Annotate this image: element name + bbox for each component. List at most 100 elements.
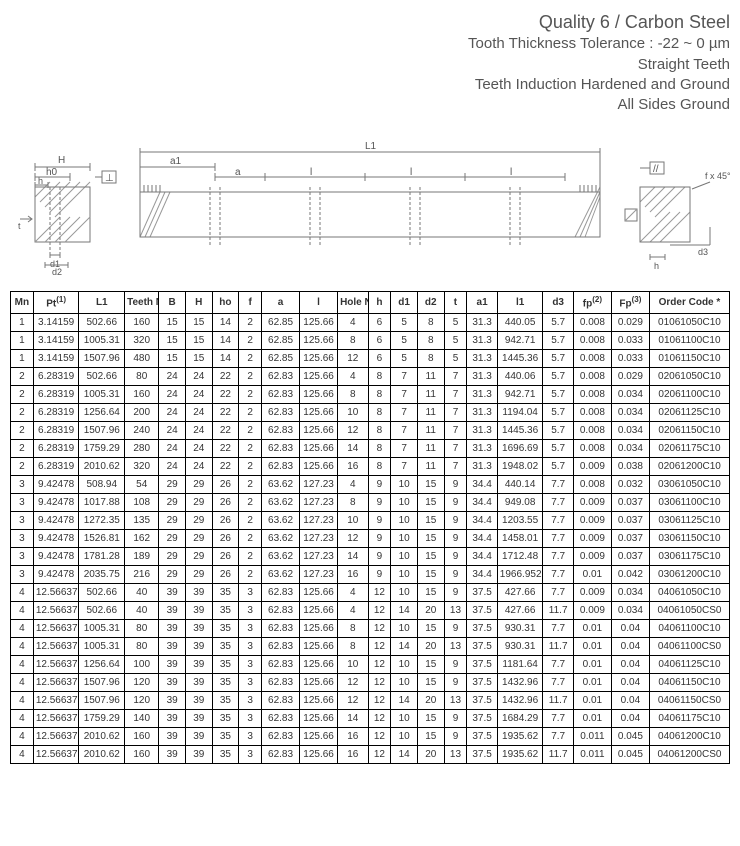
table-row: 26.28319502.6680242422262.83125.66487117… — [11, 367, 730, 385]
table-cell: 7.7 — [543, 655, 573, 673]
table-cell: 6.28319 — [33, 421, 79, 439]
header-line3: Straight Teeth — [10, 55, 730, 75]
col-header: Fp(3) — [611, 292, 649, 313]
table-row: 412.56637502.6640393935362.83125.6641210… — [11, 583, 730, 601]
table-cell: 16 — [338, 727, 368, 745]
table-cell: 3 — [11, 493, 34, 511]
table-cell: 2 — [11, 385, 34, 403]
table-cell: 5.7 — [543, 385, 573, 403]
table-cell: 24 — [185, 385, 212, 403]
table-cell: 3 — [239, 691, 262, 709]
table-cell: 3 — [239, 727, 262, 745]
table-cell: 2010.62 — [79, 727, 125, 745]
table-cell: 34.4 — [467, 511, 497, 529]
table-cell: 7 — [444, 385, 467, 403]
table-cell: 7.7 — [543, 565, 573, 583]
table-cell: 35 — [212, 709, 239, 727]
table-cell: 1 — [11, 313, 34, 331]
table-cell: 31.3 — [467, 457, 497, 475]
table-cell: 12 — [338, 691, 368, 709]
table-cell: 10 — [391, 709, 418, 727]
table-cell: 6.28319 — [33, 385, 79, 403]
table-cell: 15 — [417, 673, 444, 691]
table-cell: 62.83 — [262, 385, 300, 403]
table-cell: 9.42478 — [33, 547, 79, 565]
table-cell: 29 — [159, 511, 186, 529]
table-cell: 127.23 — [300, 511, 338, 529]
table-cell: 4 — [11, 745, 34, 763]
table-cell: 04061150C10 — [649, 673, 729, 691]
table-cell: 7 — [391, 457, 418, 475]
table-cell: 63.62 — [262, 529, 300, 547]
table-cell: 2 — [239, 475, 262, 493]
table-cell: 62.83 — [262, 655, 300, 673]
table-cell: 8 — [338, 619, 368, 637]
table-row: 26.283192010.62320242422262.83125.661687… — [11, 457, 730, 475]
table-cell: 7 — [444, 367, 467, 385]
table-cell: 0.029 — [611, 367, 649, 385]
table-cell: 3 — [239, 709, 262, 727]
table-cell: 10 — [391, 619, 418, 637]
table-cell: 29 — [185, 529, 212, 547]
table-cell: 3.14159 — [33, 331, 79, 349]
table-cell: 125.66 — [300, 691, 338, 709]
table-cell: 39 — [185, 727, 212, 745]
table-cell: 24 — [185, 367, 212, 385]
table-cell: 127.23 — [300, 565, 338, 583]
table-cell: 3 — [11, 565, 34, 583]
table-cell: 31.3 — [467, 385, 497, 403]
table-cell: 12 — [368, 673, 391, 691]
table-cell: 14 — [338, 439, 368, 457]
table-cell: 63.62 — [262, 493, 300, 511]
table-cell: 62.83 — [262, 745, 300, 763]
table-cell: 34.4 — [467, 493, 497, 511]
table-cell: 0.01 — [573, 619, 611, 637]
table-cell: 03061125C10 — [649, 511, 729, 529]
label-H: H — [58, 155, 65, 166]
table-cell: 39 — [159, 691, 186, 709]
table-cell: 127.23 — [300, 547, 338, 565]
table-cell: 0.038 — [611, 457, 649, 475]
table-cell: 125.66 — [300, 655, 338, 673]
table-cell: 0.01 — [573, 637, 611, 655]
table-cell: 10 — [391, 547, 418, 565]
header: Quality 6 / Carbon Steel Tooth Thickness… — [10, 10, 730, 115]
table-cell: 31.3 — [467, 421, 497, 439]
table-cell: 04061175C10 — [649, 709, 729, 727]
table-cell: 0.032 — [611, 475, 649, 493]
table-cell: 12 — [368, 745, 391, 763]
table-cell: 4 — [11, 727, 34, 745]
table-cell: 03061200C10 — [649, 565, 729, 583]
table-cell: 0.029 — [611, 313, 649, 331]
table-cell: 949.08 — [497, 493, 543, 511]
table-cell: 0.034 — [611, 439, 649, 457]
table-cell: 37.5 — [467, 655, 497, 673]
table-cell: 125.66 — [300, 709, 338, 727]
table-cell: 62.83 — [262, 619, 300, 637]
table-cell: 26 — [212, 547, 239, 565]
label-h-r: h — [654, 261, 659, 271]
table-cell: 5.7 — [543, 331, 573, 349]
table-cell: 14 — [391, 745, 418, 763]
table-row: 26.283191507.96240242422262.83125.661287… — [11, 421, 730, 439]
table-cell: 6.28319 — [33, 367, 79, 385]
col-header: H — [185, 292, 212, 313]
col-header: Pt(1) — [33, 292, 79, 313]
table-cell: 0.01 — [573, 655, 611, 673]
table-row: 412.566371759.29140393935362.83125.66141… — [11, 709, 730, 727]
table-cell: 11 — [417, 421, 444, 439]
table-cell: 22 — [212, 421, 239, 439]
table-cell: 10 — [391, 583, 418, 601]
table-cell: 15 — [185, 313, 212, 331]
table-cell: 1445.36 — [497, 421, 543, 439]
table-cell: 15 — [417, 583, 444, 601]
table-cell: 2 — [11, 457, 34, 475]
table-cell: 12.56637 — [33, 745, 79, 763]
table-cell: 427.66 — [497, 583, 543, 601]
table-cell: 127.23 — [300, 475, 338, 493]
table-cell: 7 — [391, 367, 418, 385]
table-row: 412.566372010.62160393935362.83125.66161… — [11, 745, 730, 763]
table-cell: 1017.88 — [79, 493, 125, 511]
table-cell: 12.56637 — [33, 691, 79, 709]
table-cell: 2 — [239, 493, 262, 511]
